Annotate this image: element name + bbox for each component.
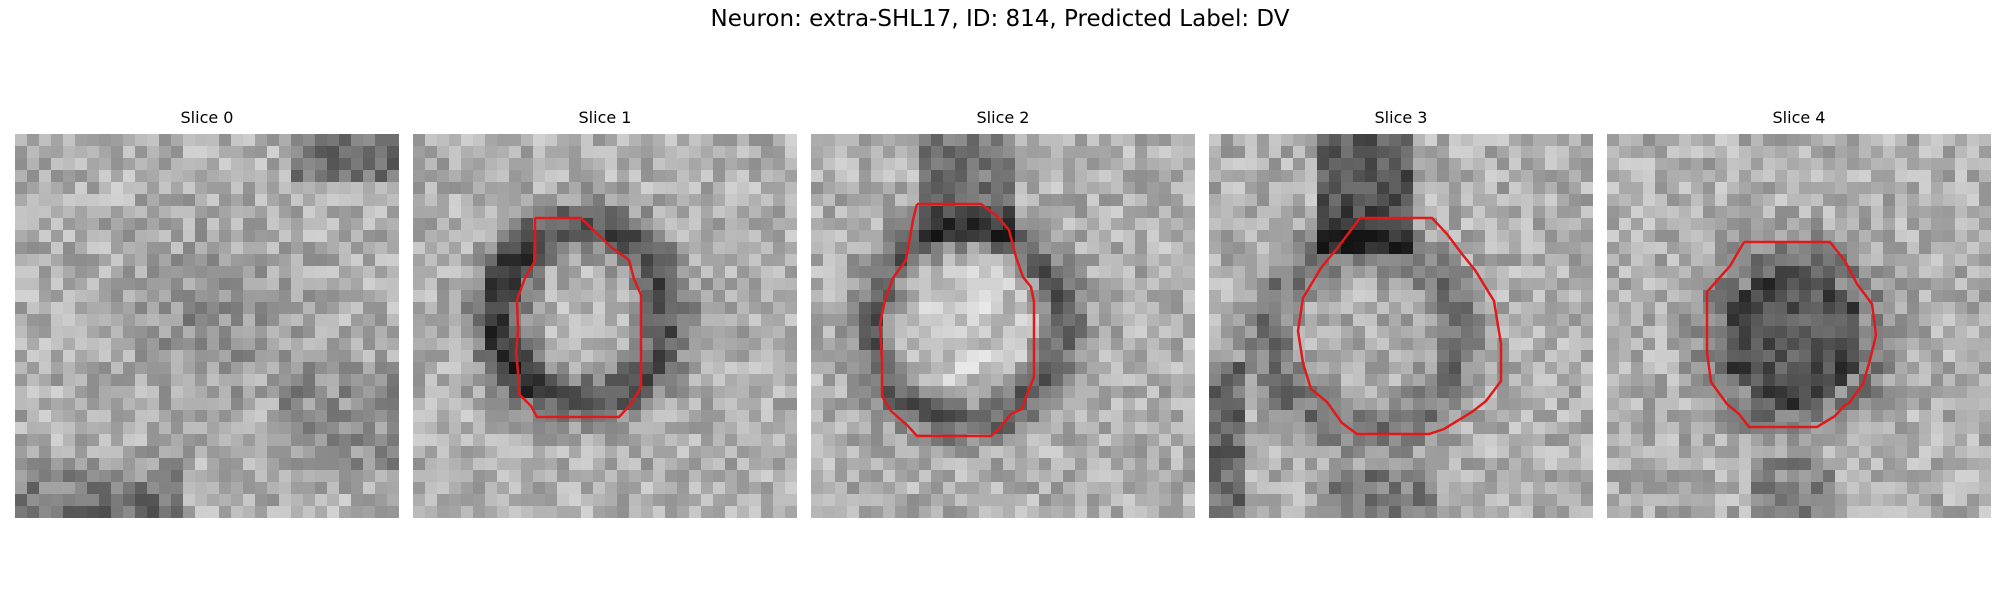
- slice-image-3: [1209, 134, 1593, 518]
- slice-title: Slice 2: [976, 108, 1030, 127]
- slice-panel-3: Slice 3: [1209, 108, 1593, 518]
- slice-panel-0: Slice 0: [15, 108, 399, 518]
- slice-image-1: [413, 134, 797, 518]
- figure-title: Neuron: extra-SHL17, ID: 814, Predicted …: [710, 6, 1290, 32]
- slice-title: Slice 3: [1374, 108, 1428, 127]
- slice-image-0: [15, 134, 399, 518]
- slice-panel-1: Slice 1: [413, 108, 797, 518]
- slice-panel-2: Slice 2: [811, 108, 1195, 518]
- slice-panel-4: Slice 4: [1607, 108, 1991, 518]
- slice-title: Slice 0: [180, 108, 234, 127]
- slice-title: Slice 4: [1772, 108, 1826, 127]
- slice-image-4: [1607, 134, 1991, 518]
- slice-title: Slice 1: [578, 108, 632, 127]
- slice-image-2: [811, 134, 1195, 518]
